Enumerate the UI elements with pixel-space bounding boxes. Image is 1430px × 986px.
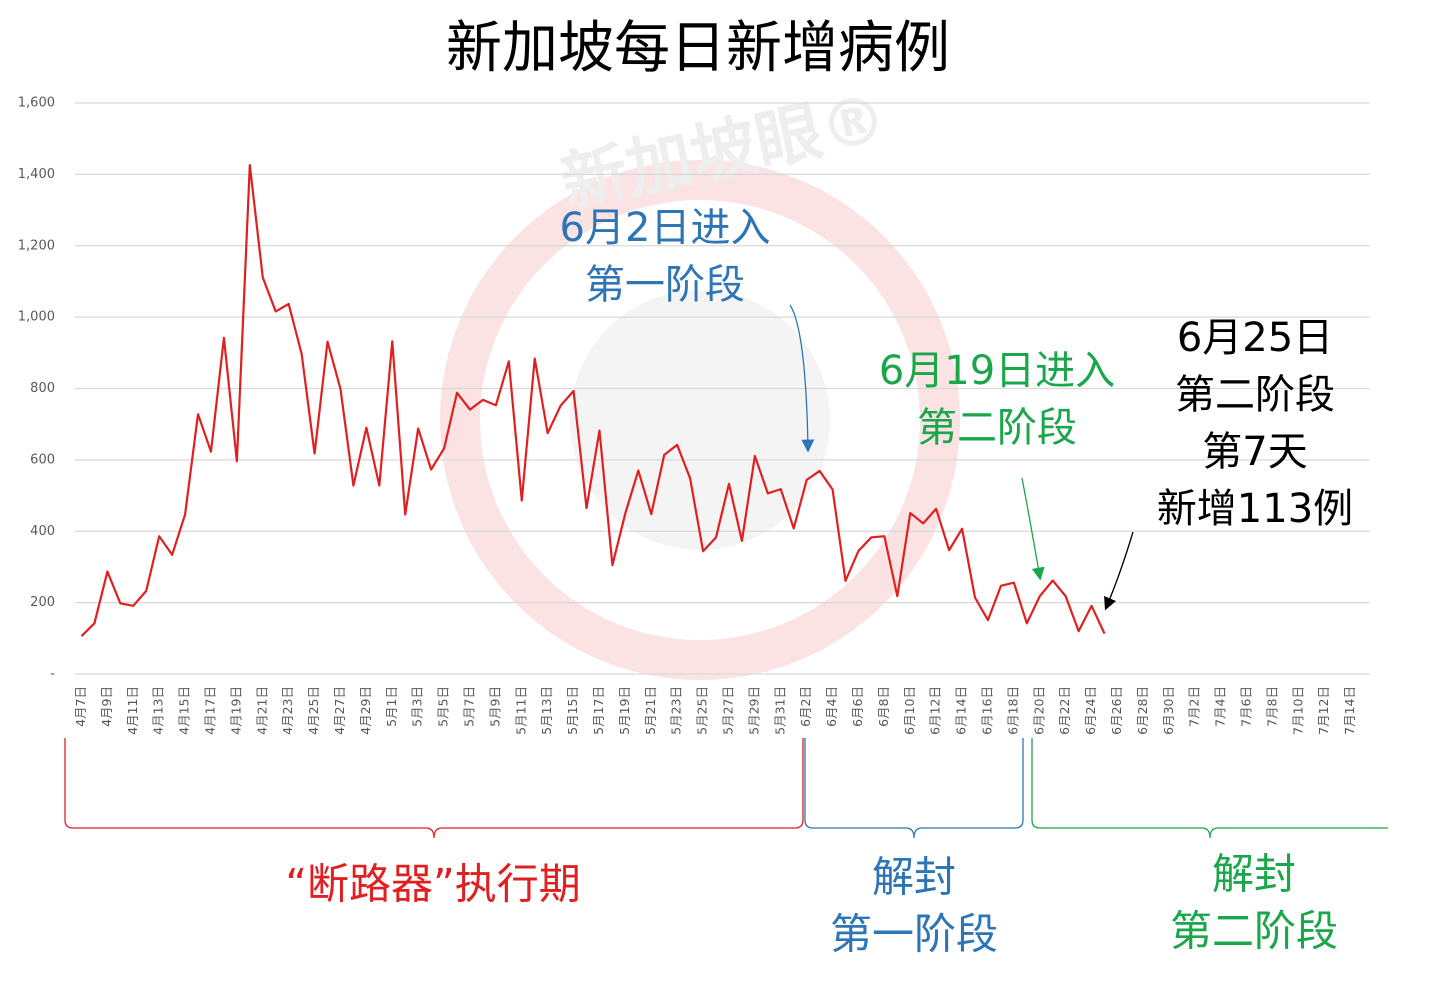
x-tick-label: 6月20日 bbox=[1031, 686, 1046, 735]
x-tick-label: 6月16日 bbox=[979, 686, 994, 735]
watermark-disc bbox=[570, 290, 830, 550]
x-tick-label: 6月8日 bbox=[876, 686, 891, 727]
y-tick-label: 800 bbox=[30, 381, 55, 396]
x-tick-label: 6月24日 bbox=[1083, 686, 1098, 735]
x-tick-label: 5月5日 bbox=[436, 686, 451, 727]
annotation-arrow bbox=[1021, 477, 1045, 581]
annotation: 第一阶段 bbox=[585, 262, 745, 308]
annotation-arrow bbox=[1104, 531, 1134, 611]
x-tick-label: 6月2日 bbox=[798, 686, 813, 727]
x-tick-label: 5月23日 bbox=[669, 686, 684, 735]
x-tick-label: 6月18日 bbox=[1005, 686, 1020, 735]
x-tick-label: 5月19日 bbox=[617, 686, 632, 735]
annotation: 第二阶段 bbox=[1175, 372, 1335, 418]
x-tick-label: 7月14日 bbox=[1342, 686, 1357, 735]
period-label: “断路器”执行期 bbox=[285, 860, 581, 909]
x-tick-label: 6月14日 bbox=[954, 686, 969, 735]
y-tick-label: 600 bbox=[30, 452, 55, 467]
y-tick-label: 1,600 bbox=[18, 96, 55, 111]
period-label: 解封 bbox=[872, 853, 956, 902]
x-tick-label: 5月31日 bbox=[772, 686, 787, 735]
annotation: 6月2日进入 bbox=[560, 205, 771, 251]
x-tick-label: 6月12日 bbox=[928, 686, 943, 735]
x-tick-label: 5月15日 bbox=[565, 686, 580, 735]
chart-title: 新加坡每日新增病例 bbox=[446, 16, 950, 81]
period-brace bbox=[64, 738, 804, 839]
period-brace bbox=[1031, 738, 1388, 839]
x-tick-label: 5月7日 bbox=[461, 686, 476, 727]
period-label: 第一阶段 bbox=[830, 910, 998, 959]
x-tick-label: 4月11日 bbox=[125, 686, 140, 735]
x-tick-label: 7月10日 bbox=[1290, 686, 1305, 735]
x-tick-label: 6月30日 bbox=[1161, 686, 1176, 735]
watermark-ring bbox=[440, 160, 960, 680]
period-label: 第二阶段 bbox=[1170, 907, 1338, 956]
x-tick-label: 4月27日 bbox=[332, 686, 347, 735]
x-tick-label: 4月15日 bbox=[177, 686, 192, 735]
x-tick-label: 4月25日 bbox=[306, 686, 321, 735]
annotation: 第7天 bbox=[1202, 429, 1307, 475]
x-tick-label: 7月2日 bbox=[1187, 686, 1202, 727]
x-tick-label: 7月12日 bbox=[1316, 686, 1331, 735]
x-tick-label: 5月1日 bbox=[384, 686, 399, 727]
annotation: 6月25日 bbox=[1177, 315, 1333, 361]
x-tick-label: 6月6日 bbox=[850, 686, 865, 727]
x-tick-label: 5月9日 bbox=[487, 686, 502, 727]
x-tick-label: 6月26日 bbox=[1109, 686, 1124, 735]
x-tick-label: 5月29日 bbox=[746, 686, 761, 735]
period-brace bbox=[804, 738, 1024, 839]
period-label: 解封 bbox=[1212, 850, 1296, 899]
x-tick-label: 5月11日 bbox=[513, 686, 528, 735]
x-tick-label: 5月25日 bbox=[695, 686, 710, 735]
x-tick-label: 4月19日 bbox=[228, 686, 243, 735]
x-tick-label: 6月4日 bbox=[824, 686, 839, 727]
y-tick-label: - bbox=[50, 667, 55, 682]
x-tick-label: 5月21日 bbox=[643, 686, 658, 735]
x-tick-label: 4月7日 bbox=[73, 686, 88, 727]
x-tick-label: 4月21日 bbox=[254, 686, 269, 735]
x-tick-label: 6月28日 bbox=[1135, 686, 1150, 735]
x-tick-label: 4月17日 bbox=[202, 686, 217, 735]
data-line bbox=[80, 164, 1106, 637]
x-tick-label: 5月27日 bbox=[720, 686, 735, 735]
x-tick-label: 7月8日 bbox=[1264, 686, 1279, 727]
annotation: 第二阶段 bbox=[917, 405, 1077, 451]
y-tick-label: 1,400 bbox=[18, 167, 55, 182]
x-tick-label: 6月10日 bbox=[902, 686, 917, 735]
x-tick-label: 4月9日 bbox=[99, 686, 114, 727]
x-tick-label: 5月13日 bbox=[539, 686, 554, 735]
annotation: 新增113例 bbox=[1157, 486, 1353, 532]
y-tick-label: 1,200 bbox=[18, 238, 55, 253]
y-tick-label: 200 bbox=[30, 595, 55, 610]
y-tick-label: 400 bbox=[30, 524, 55, 539]
x-tick-label: 5月17日 bbox=[591, 686, 606, 735]
x-tick-label: 6月22日 bbox=[1057, 686, 1072, 735]
annotation: 6月19日进入 bbox=[879, 348, 1115, 394]
x-tick-label: 5月3日 bbox=[410, 686, 425, 727]
x-tick-label: 4月23日 bbox=[280, 686, 295, 735]
x-tick-label: 4月29日 bbox=[358, 686, 373, 735]
x-tick-label: 4月13日 bbox=[151, 686, 166, 735]
y-tick-label: 1,000 bbox=[18, 310, 55, 325]
x-tick-label: 7月4日 bbox=[1213, 686, 1228, 727]
annotation-arrow bbox=[789, 304, 815, 453]
x-tick-label: 7月6日 bbox=[1238, 686, 1253, 727]
